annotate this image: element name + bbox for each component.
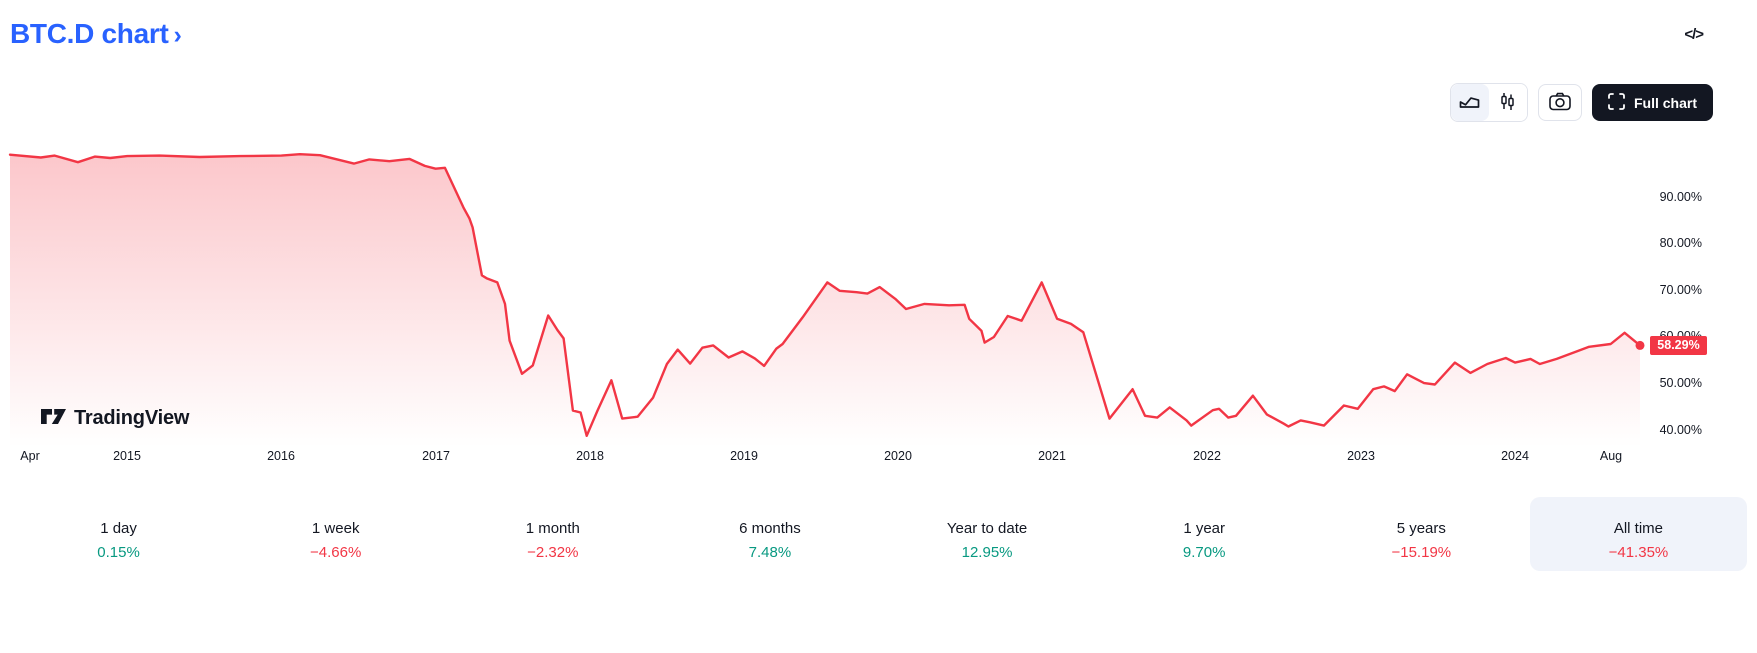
x-axis-label: 2021 [1038, 449, 1066, 463]
range-stat-label: 1 day [100, 520, 137, 537]
price-line [8, 153, 1642, 437]
area-style-button[interactable] [1450, 84, 1489, 121]
range-stat-value: 7.48% [748, 544, 792, 561]
range-stat-label: 1 week [311, 520, 360, 537]
range-stat-1-day[interactable]: 1 day 0.15% [10, 497, 227, 571]
range-stat-year-to-date[interactable]: Year to date 12.95% [879, 497, 1096, 571]
tradingview-mark-icon [40, 408, 67, 430]
fullscreen-icon [1608, 92, 1625, 113]
x-axis-label: 2022 [1193, 449, 1221, 463]
x-axis-label: 2015 [113, 449, 141, 463]
area-chart-plot [8, 153, 1645, 447]
full-chart-label: Full chart [1633, 94, 1697, 111]
x-axis-label: 2023 [1347, 449, 1375, 463]
tradingview-logo-text: TradingView [74, 407, 190, 429]
tradingview-logo[interactable]: TradingView [40, 407, 189, 430]
last-price-dot [1635, 340, 1645, 350]
x-axis-label: 2018 [576, 449, 604, 463]
range-stat-all-time[interactable]: All time −41.35% [1529, 497, 1747, 571]
range-stat-1-year[interactable]: 1 year 9.70% [1096, 497, 1313, 571]
range-stat-value: −2.32% [527, 544, 579, 561]
full-chart-button[interactable]: Full chart [1591, 84, 1713, 121]
range-stat-label: Year to date [946, 520, 1028, 537]
chart-style-toggle [1449, 83, 1528, 122]
range-stat-5-years[interactable]: 5 years −15.19% [1313, 497, 1530, 571]
x-axis-label: Aug [1599, 449, 1623, 463]
price-chart[interactable]: 90.00%80.00%70.00%60.00%50.00%40.00% Apr… [0, 0, 1757, 480]
x-axis-label: 2024 [1501, 449, 1529, 463]
x-axis-label: 2016 [267, 449, 295, 463]
y-axis-label: 70.00% [1659, 282, 1702, 297]
range-stat-value: 12.95% [961, 544, 1013, 561]
area-chart-icon [1459, 94, 1480, 112]
x-axis-label: 2019 [730, 449, 758, 463]
y-axis-label: 80.00% [1659, 236, 1702, 251]
area-fill [10, 154, 1640, 447]
range-stat-6-months[interactable]: 6 months 7.48% [661, 497, 878, 571]
candles-style-button[interactable] [1488, 84, 1527, 121]
embed-code-icon[interactable]: </> [1684, 26, 1704, 43]
last-price-badge: 58.29% [1650, 335, 1707, 355]
x-axis-label: 2017 [422, 449, 450, 463]
range-stat-1-month[interactable]: 1 month −2.32% [444, 497, 661, 571]
range-stat-value: −41.35% [1608, 544, 1669, 561]
y-axis-label: 40.00% [1659, 422, 1702, 437]
range-stat-value: −4.66% [310, 544, 362, 561]
x-axis-label: 2020 [884, 449, 912, 463]
range-stat-label: 6 months [739, 520, 801, 537]
range-stat-label: All time [1613, 520, 1664, 537]
range-stat-1-week[interactable]: 1 week −4.66% [227, 497, 444, 571]
range-stat-label: 1 year [1183, 520, 1226, 537]
chart-toolbar: Full chart [1449, 83, 1713, 122]
range-stat-label: 1 month [525, 520, 580, 537]
x-axis-label: Apr [20, 449, 40, 463]
range-stat-value: 0.15% [97, 544, 140, 561]
camera-icon [1549, 92, 1571, 114]
snapshot-button[interactable] [1537, 84, 1582, 121]
range-stat-value: −15.19% [1391, 544, 1452, 561]
y-axis-label: 50.00% [1659, 376, 1702, 391]
candlestick-icon [1500, 92, 1515, 114]
range-stat-value: 9.70% [1182, 544, 1226, 561]
symbol-chart-link[interactable]: BTC.D chart › [10, 18, 182, 50]
y-axis-label: 90.00% [1659, 189, 1702, 204]
range-stat-label: 5 years [1396, 520, 1446, 537]
range-stats-row: 1 day 0.15% 1 week −4.66% 1 month −2.32%… [10, 497, 1747, 571]
page-title: BTC.D chart [10, 18, 169, 49]
chevron-right-icon: › [173, 20, 182, 49]
